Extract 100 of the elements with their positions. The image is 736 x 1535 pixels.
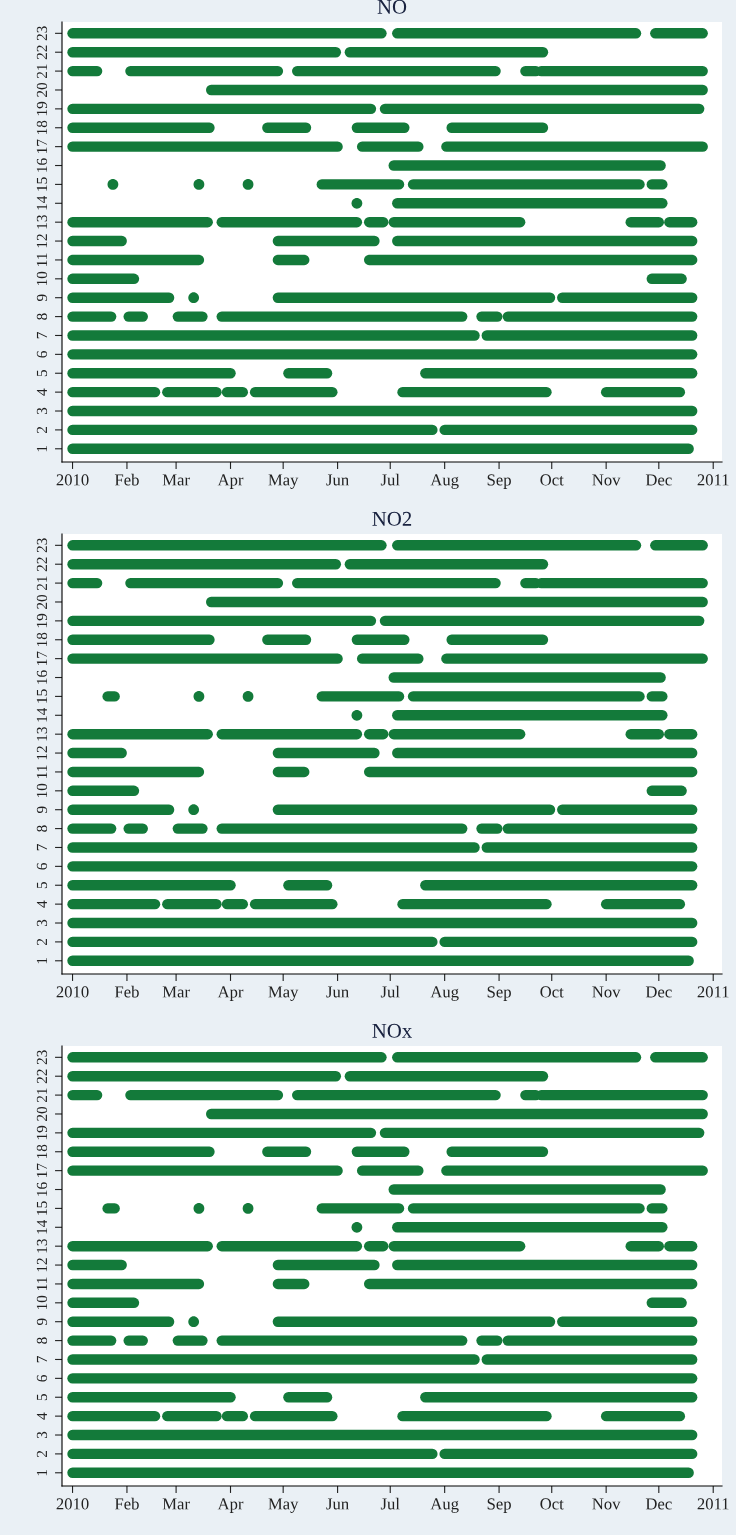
y-tick-label: 16 <box>36 670 48 684</box>
x-tick-label: Sep <box>487 986 511 1001</box>
y-tick-label: 4 <box>36 1412 47 1420</box>
y-tick-label: 1 <box>36 957 47 964</box>
y-tick-label: 6 <box>36 1375 48 1382</box>
y-tick-label: 11 <box>36 765 47 778</box>
x-tick-label: Apr <box>217 986 244 1001</box>
x-tick-label: Jul <box>380 473 400 486</box>
x-tick-label: 2010 <box>56 474 89 486</box>
y-tick-label: 10 <box>36 271 48 286</box>
y-tick-label: 11 <box>36 253 47 266</box>
y-tick-label: 14 <box>36 1219 47 1234</box>
x-tick-label: May <box>268 474 299 489</box>
y-tick-label: 23 <box>36 538 48 553</box>
y-tick-label: 3 <box>36 1431 48 1439</box>
y-tick-label: 12 <box>36 1258 47 1272</box>
x-tick-label: 2011 <box>697 1498 729 1510</box>
y-tick-label: 3 <box>36 919 48 927</box>
y-tick-label: 10 <box>36 1295 48 1310</box>
y-tick-label: 12 <box>36 234 47 248</box>
y-tick-label: 13 <box>36 1239 48 1253</box>
x-tick-label: Aug <box>430 986 459 1001</box>
x-tick-label: May <box>268 1498 299 1513</box>
y-tick-label: 22 <box>36 557 47 572</box>
x-tick-label: Aug <box>430 474 459 489</box>
y-tick-label: 4 <box>36 388 47 396</box>
y-tick-label: 20 <box>36 594 48 609</box>
y-tick-label: 8 <box>36 313 48 320</box>
x-tick-label: 2010 <box>56 986 89 998</box>
y-tick-label: 16 <box>36 158 48 172</box>
x-tick-label: Dec <box>645 474 672 486</box>
chart-title: NO <box>377 0 407 14</box>
chart-title: NO2 <box>372 511 412 526</box>
x-tick-label: Oct <box>540 986 564 998</box>
y-tick-label: 9 <box>36 294 48 302</box>
y-tick-label: 16 <box>36 1182 48 1196</box>
y-tick-label: 4 <box>36 900 47 908</box>
y-tick-label: 23 <box>36 1050 48 1065</box>
x-tick-label: Feb <box>114 985 139 998</box>
x-tick-label: Mar <box>162 986 190 998</box>
x-tick-label: Dec <box>645 1498 672 1510</box>
y-tick-label: 8 <box>36 1337 48 1344</box>
x-tick-label: 2011 <box>697 474 729 486</box>
y-tick-label: 7 <box>36 1356 47 1363</box>
y-tick-label: 7 <box>36 332 47 339</box>
y-tick-label: 18 <box>36 632 48 647</box>
y-tick-label: 13 <box>36 215 48 229</box>
y-tick-label: 6 <box>36 863 48 870</box>
y-tick-label: 21 <box>36 1088 47 1103</box>
x-tick-label: Oct <box>540 474 564 486</box>
x-tick-label: Nov <box>592 1498 621 1510</box>
y-tick-label: 10 <box>36 783 48 798</box>
y-tick-label: 7 <box>36 844 47 851</box>
y-tick-label: 11 <box>36 1277 47 1290</box>
y-tick-label: 18 <box>36 1144 48 1159</box>
x-tick-label: 2011 <box>697 986 729 998</box>
y-tick-label: 23 <box>36 26 48 41</box>
y-tick-label: 1 <box>36 445 47 452</box>
y-tick-label: 21 <box>36 64 47 79</box>
y-tick-label: 18 <box>36 120 48 135</box>
x-tick-label: 2010 <box>56 1498 89 1510</box>
x-tick-label: Nov <box>592 474 621 486</box>
chart-title: NOx <box>372 1023 412 1038</box>
y-tick-label: 5 <box>36 370 48 377</box>
y-tick-label: 5 <box>36 1394 48 1401</box>
x-tick-label: Dec <box>645 986 672 998</box>
y-tick-label: 21 <box>36 576 47 591</box>
y-tick-label: 20 <box>36 82 48 97</box>
x-tick-label: Jul <box>380 1497 400 1510</box>
x-tick-label: Mar <box>162 474 190 486</box>
y-tick-label: 2 <box>36 426 47 434</box>
y-tick-label: 14 <box>36 195 47 210</box>
x-tick-label: Sep <box>487 1498 511 1513</box>
y-tick-label: 9 <box>36 806 48 814</box>
x-tick-label: Jul <box>380 985 400 998</box>
y-tick-label: 14 <box>36 707 47 722</box>
y-tick-label: 19 <box>36 101 48 116</box>
x-tick-label: Apr <box>217 1498 244 1513</box>
y-tick-label: 8 <box>36 825 48 832</box>
x-tick-label: Mar <box>162 1498 190 1510</box>
y-tick-label: 20 <box>36 1106 48 1121</box>
y-tick-label: 12 <box>36 746 47 760</box>
y-tick-label: 5 <box>36 882 48 889</box>
x-tick-label: Apr <box>217 474 244 489</box>
y-tick-label: 19 <box>36 1125 48 1140</box>
x-tick-label: Nov <box>592 986 621 998</box>
y-tick-label: 15 <box>36 689 48 703</box>
x-tick-label: Jun <box>326 474 349 486</box>
y-tick-label: 22 <box>36 45 47 60</box>
y-tick-label: 17 <box>36 1163 47 1177</box>
y-tick-label: 15 <box>36 1201 48 1215</box>
x-tick-label: May <box>268 986 299 1001</box>
x-tick-label: Oct <box>540 1498 564 1510</box>
y-tick-label: 6 <box>36 351 48 358</box>
x-tick-label: Feb <box>114 1497 139 1510</box>
y-tick-label: 19 <box>36 613 48 628</box>
y-tick-label: 3 <box>36 407 48 415</box>
x-tick-label: Aug <box>430 1498 459 1513</box>
y-tick-label: 2 <box>36 1450 47 1458</box>
y-tick-label: 13 <box>36 727 48 741</box>
